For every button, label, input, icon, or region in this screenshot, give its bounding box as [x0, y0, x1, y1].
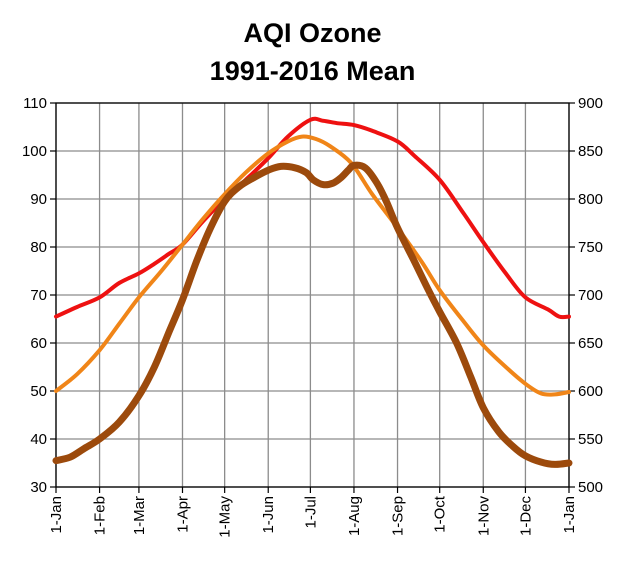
- y-left-tick-label: 110: [23, 95, 47, 112]
- x-tick-label: 1-Sep: [390, 496, 407, 536]
- x-tick-label: 1-Nov: [475, 496, 492, 537]
- y-right-tick-label: 600: [578, 383, 603, 400]
- y-left-tick-label: 70: [30, 287, 47, 304]
- x-tick-label: 1-May: [217, 496, 234, 538]
- x-tick-label: 1-Aug: [346, 496, 363, 536]
- y-left-tick-label: 100: [22, 143, 47, 160]
- x-tick-label: 1-Feb: [92, 496, 109, 535]
- y-right-tick-label: 500: [578, 479, 603, 496]
- x-tick-label: 1-Oct: [432, 495, 449, 533]
- y-left-tick-label: 60: [30, 335, 47, 352]
- x-tick-label: 1-Dec: [517, 496, 534, 537]
- y-left-tick-label: 40: [30, 431, 47, 448]
- y-left-tick-label: 30: [30, 479, 47, 496]
- x-tick-label: 1-Mar: [131, 496, 148, 535]
- y-right-tick-label: 650: [578, 335, 603, 352]
- y-right-tick-label: 900: [578, 95, 603, 112]
- series-line-orange: [54, 134, 571, 397]
- x-tick-label: 1-Apr: [174, 496, 191, 533]
- chart-title-line-1: AQI Ozone: [243, 18, 382, 48]
- y-right-tick-label: 850: [578, 143, 603, 160]
- y-left-tick-label: 90: [30, 191, 47, 208]
- series-line-brown: [52, 161, 573, 468]
- y-right-tick-label: 700: [578, 287, 603, 304]
- x-tick-label: 1-Jan: [48, 496, 65, 534]
- chart-title-line-2: 1991-2016 Mean: [209, 56, 416, 86]
- y-right-tick-label: 800: [578, 191, 603, 208]
- x-tick-label: 1-Jul: [302, 496, 319, 529]
- y-left-tick-label: 50: [30, 383, 47, 400]
- y-right-tick-label: 550: [578, 431, 603, 448]
- series-line-red: [54, 116, 571, 320]
- x-tick-label: 1-Jun: [260, 496, 277, 534]
- y-left-tick-label: 80: [30, 239, 47, 256]
- y-right-tick-label: 750: [578, 239, 603, 256]
- x-tick-label: 1-Jan: [561, 496, 578, 534]
